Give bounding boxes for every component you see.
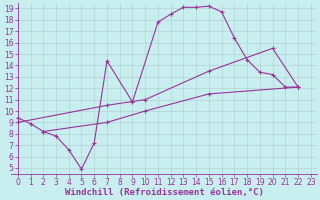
X-axis label: Windchill (Refroidissement éolien,°C): Windchill (Refroidissement éolien,°C) (65, 188, 264, 197)
